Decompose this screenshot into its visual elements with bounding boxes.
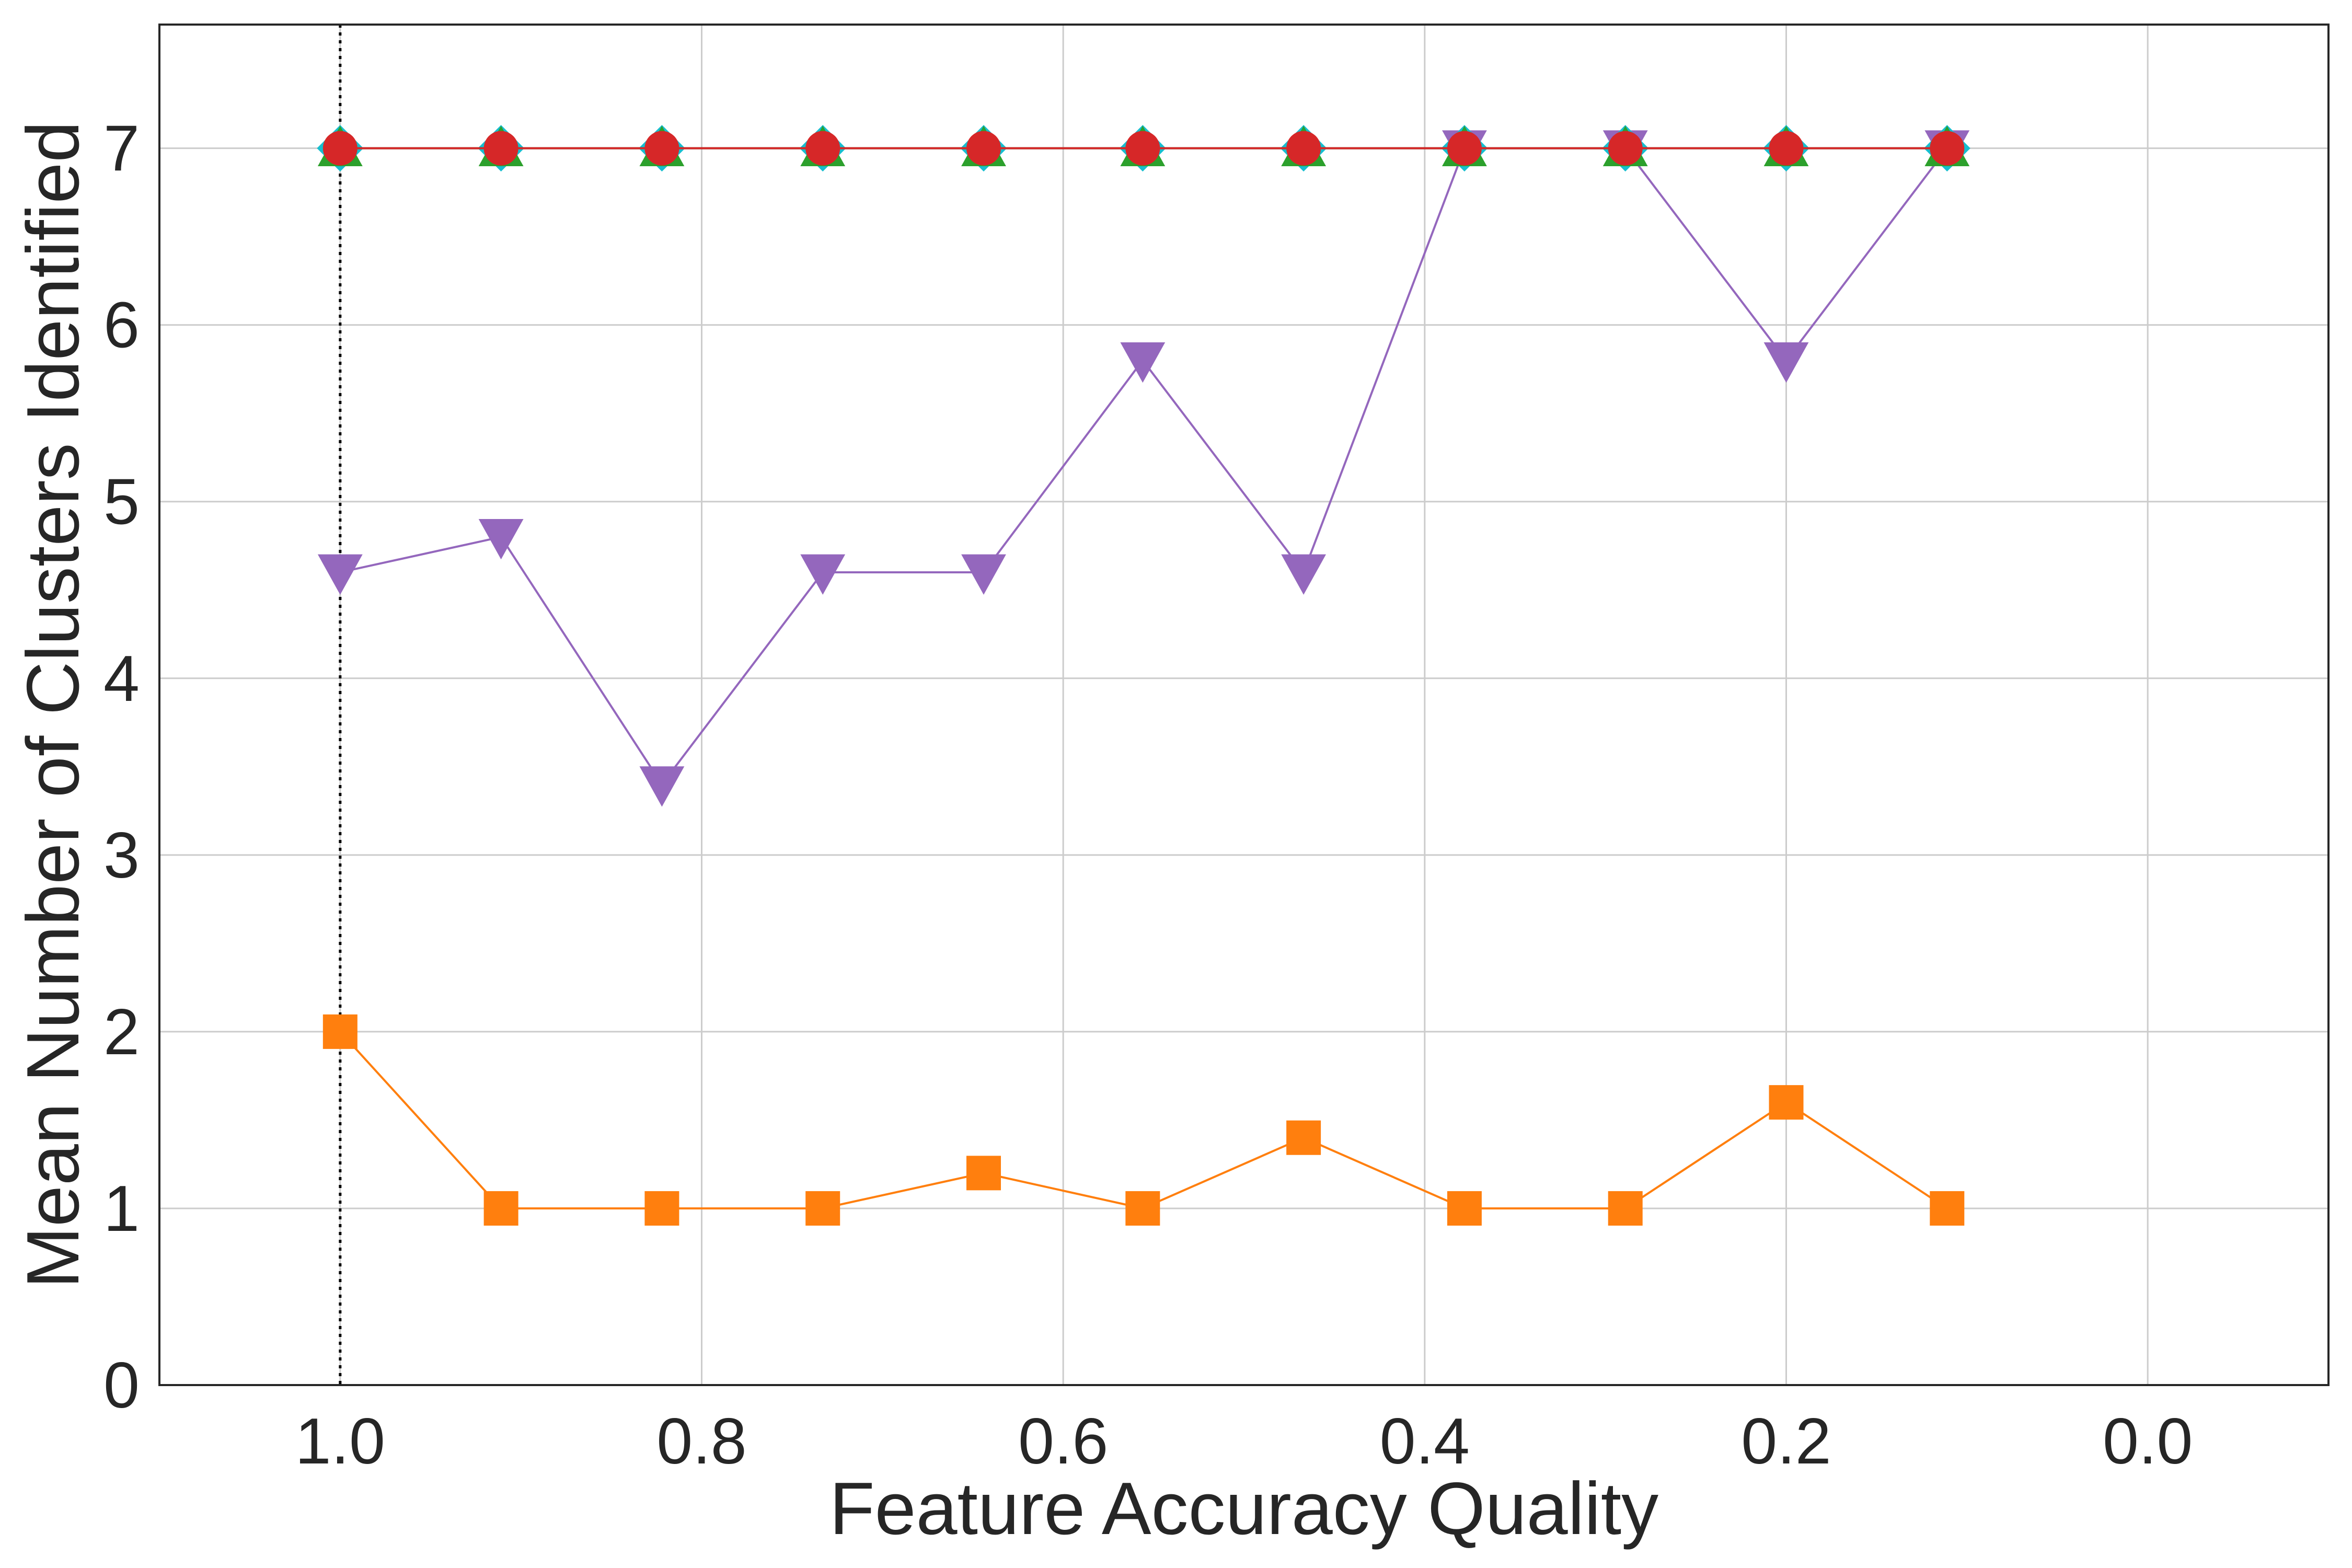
y-tick-label: 2 xyxy=(103,996,140,1068)
circle-marker xyxy=(1125,131,1160,166)
circle-marker xyxy=(483,131,518,166)
x-axis-label: Feature Accuracy Quality xyxy=(829,1467,1658,1550)
circle-marker xyxy=(1447,131,1482,166)
y-tick-label: 6 xyxy=(103,290,140,362)
y-tick-labels: 0 1 2 3 4 5 6 7 xyxy=(103,113,140,1422)
x-tick-label: 0.0 xyxy=(2103,1405,2193,1478)
y-tick-label: 5 xyxy=(103,466,140,538)
x-tick-label: 0.2 xyxy=(1741,1405,1831,1478)
circle-marker xyxy=(1286,131,1321,166)
circle-marker xyxy=(805,131,840,166)
triangle-down-marker xyxy=(961,554,1006,595)
square-marker xyxy=(644,1191,679,1226)
triangle-down-marker xyxy=(639,766,685,807)
plot-frame xyxy=(158,24,2330,1386)
square-marker xyxy=(1930,1191,1965,1226)
x-tick-label: 0.4 xyxy=(1380,1405,1470,1478)
square-marker xyxy=(483,1191,518,1226)
square-marker xyxy=(1608,1191,1643,1226)
series-group xyxy=(317,125,1970,1226)
triangle-down-marker xyxy=(317,554,363,595)
square-marker xyxy=(1769,1085,1804,1120)
y-axis-label: Mean Number of Clusters Identified xyxy=(11,121,95,1289)
square-marker xyxy=(1286,1120,1321,1155)
circle-marker xyxy=(644,131,679,166)
x-tick-label: 1.0 xyxy=(295,1405,385,1478)
triangle-down-marker xyxy=(1281,554,1327,595)
circle-marker xyxy=(1930,131,1965,166)
square-marker xyxy=(1125,1191,1160,1226)
series-square xyxy=(322,1014,1965,1226)
y-tick-label: 7 xyxy=(103,113,140,185)
circle-marker xyxy=(966,131,1001,166)
x-tick-labels: 1.0 0.8 0.6 0.4 0.2 0.0 xyxy=(295,1405,2193,1478)
y-tick-label: 3 xyxy=(103,820,140,892)
circle-marker xyxy=(322,131,358,166)
square-marker xyxy=(805,1191,840,1226)
y-tick-label: 1 xyxy=(103,1173,140,1245)
y-tick-label: 4 xyxy=(103,643,140,715)
circle-marker xyxy=(1769,131,1804,166)
square-marker xyxy=(966,1156,1001,1191)
square-marker xyxy=(322,1014,358,1049)
x-tick-label: 0.6 xyxy=(1018,1405,1108,1478)
x-tick-label: 0.8 xyxy=(656,1405,746,1478)
series-circle xyxy=(322,131,1965,166)
circle-marker xyxy=(1608,131,1643,166)
y-tick-label: 0 xyxy=(103,1350,140,1422)
triangle-down-marker xyxy=(478,519,524,560)
triangle-down-marker xyxy=(1763,342,1809,383)
triangle-down-marker xyxy=(1120,342,1166,383)
square-marker xyxy=(1447,1191,1482,1226)
triangle-down-marker xyxy=(800,554,846,595)
